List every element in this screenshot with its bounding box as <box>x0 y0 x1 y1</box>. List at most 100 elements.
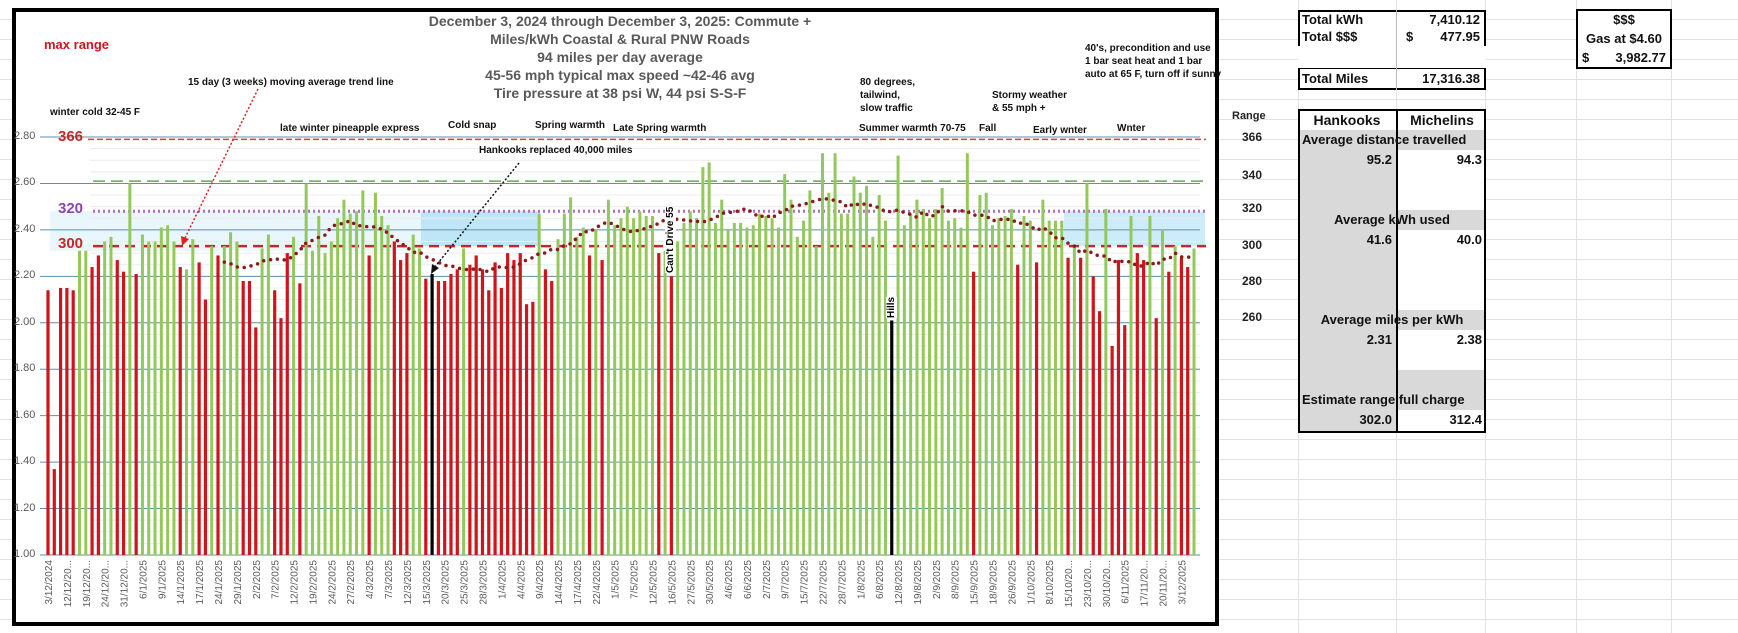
bar <box>336 218 340 555</box>
bar <box>852 176 856 555</box>
totals-table <box>1298 10 1486 90</box>
range-value: 300 <box>1241 238 1262 252</box>
bar <box>701 167 705 555</box>
bar <box>707 162 711 556</box>
bar <box>789 199 793 555</box>
x-tick-label: 19/8/2025 <box>913 560 924 605</box>
bar <box>745 227 749 556</box>
bar <box>323 253 327 555</box>
bar <box>1192 248 1196 555</box>
bar <box>474 255 478 555</box>
x-tick-label: 26/9/2025 <box>1007 560 1018 605</box>
bar <box>178 267 182 555</box>
bar <box>663 250 667 556</box>
bar <box>1148 215 1152 555</box>
bar <box>758 213 762 555</box>
gas-value: 3,982.77 <box>1615 50 1666 65</box>
bar <box>235 241 239 555</box>
x-tick-label: 22/7/2025 <box>818 560 829 605</box>
y-tick-label: 1.40 <box>14 455 36 468</box>
hankooks-value: 2.31 <box>1366 332 1392 347</box>
bar <box>153 241 157 555</box>
bar <box>373 192 377 555</box>
gas-box <box>1576 9 1672 69</box>
bar <box>1154 318 1158 555</box>
total-miles-box <box>1298 68 1486 90</box>
bar <box>487 290 491 555</box>
bar <box>688 211 692 556</box>
bar <box>46 290 50 555</box>
bar <box>405 253 409 555</box>
bar <box>273 290 277 555</box>
bar <box>203 299 208 555</box>
title-line: Tire pressure at 38 psi W, 44 psi S-S-F <box>493 85 747 101</box>
x-tick-label: 7/3/2025 <box>384 560 395 599</box>
bar <box>877 195 881 556</box>
x-tick-label: 23/10/20... <box>1083 560 1094 607</box>
bar <box>367 255 371 555</box>
bar <box>1016 264 1020 555</box>
bar <box>965 153 969 555</box>
x-tick-label: 20/3/2025 <box>441 560 452 605</box>
bar <box>348 213 352 555</box>
bar <box>865 185 869 555</box>
x-tick-label: 12/3/2025 <box>403 560 414 605</box>
bar <box>84 250 88 556</box>
bar <box>808 190 812 555</box>
bar <box>222 246 226 555</box>
x-tick-label: 8/10/2025 <box>1045 560 1056 605</box>
bar <box>185 269 189 555</box>
x-tick-label: 20/11/20... <box>1159 560 1170 607</box>
bar <box>934 208 938 555</box>
michelins-header: Michelins <box>1410 112 1474 128</box>
bar <box>890 320 894 555</box>
gas-label: Gas at $4.60 <box>1586 31 1662 46</box>
annotation-winter-cold: winter cold 32-45 F <box>50 107 141 118</box>
hankooks-value: 302.0 <box>1359 412 1392 427</box>
bar <box>1129 215 1133 555</box>
annotation-line: Stormy weather <box>992 90 1068 101</box>
arrow-head-icon <box>181 236 189 246</box>
bar <box>606 199 610 555</box>
bar <box>159 227 163 556</box>
annotation-late-winter: late winter pineapple express <box>280 123 420 134</box>
annotation-line: 40's, precondition and use <box>1085 43 1211 54</box>
totals-box <box>1298 10 1486 46</box>
total-cost-currency: $ <box>1406 29 1414 44</box>
total-kwh-value: 7,410.12 <box>1429 12 1480 27</box>
bar <box>783 174 787 555</box>
x-tick-label: 19/12/20... <box>82 560 93 607</box>
bar <box>1097 311 1102 555</box>
ref-label-320: 320 <box>58 200 84 217</box>
x-tick-label: 17/4/2025 <box>573 560 584 605</box>
bar <box>632 218 636 555</box>
x-tick-label: 1/5/2025 <box>611 560 622 599</box>
x-tick-label: 29/1/2025 <box>233 560 244 605</box>
y-tick-label: 1.80 <box>14 362 36 375</box>
range-value: 280 <box>1241 274 1262 288</box>
bar <box>229 232 233 555</box>
bar <box>991 225 995 555</box>
bar <box>58 287 63 555</box>
bar <box>1034 262 1039 555</box>
bar <box>172 241 176 555</box>
bar <box>292 236 296 555</box>
x-tick-label: 12/8/2025 <box>894 560 905 605</box>
bar <box>1161 229 1165 555</box>
bar <box>883 220 887 555</box>
bar <box>940 188 944 556</box>
chart-title: December 3, 2024 through December 3, 202… <box>420 12 820 102</box>
bar <box>355 211 359 556</box>
bar <box>871 236 875 555</box>
bar <box>770 218 774 555</box>
title-line: 45-56 mph typical max speed ~42-46 avg <box>485 67 755 83</box>
annotation-spring: Spring warmth <box>535 120 606 131</box>
bar <box>241 280 245 555</box>
y-tick-label: 2.20 <box>14 269 36 282</box>
x-tick-label: 3/12/2025 <box>1177 560 1188 605</box>
hankooks-value: 41.6 <box>1366 232 1392 247</box>
y-tick-label: 1.20 <box>14 501 36 514</box>
bar <box>191 239 195 555</box>
x-tick-label: 24/1/2025 <box>214 560 225 605</box>
